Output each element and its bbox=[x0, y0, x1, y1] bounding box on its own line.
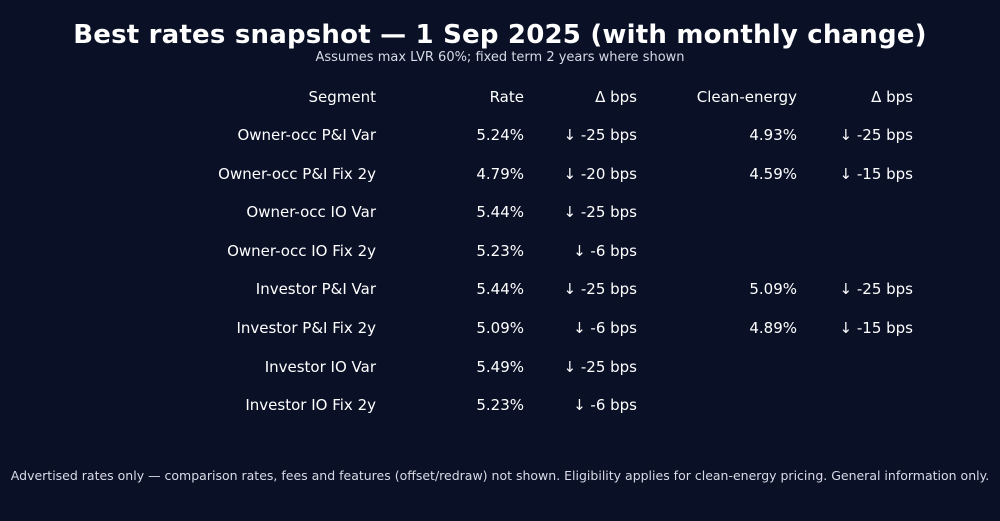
table-cell-rate: 5.23% bbox=[476, 242, 524, 260]
table-cell-rate: 5.44% bbox=[476, 203, 524, 221]
table-cell-rate-delta: ↓ -6 bps bbox=[573, 242, 637, 260]
column-header-clean-energy-delta: Δ bps bbox=[871, 88, 913, 106]
chart-subtitle: Assumes max LVR 60%; fixed term 2 years … bbox=[315, 50, 685, 65]
table-cell-clean-energy-delta: ↓ -15 bps bbox=[839, 165, 913, 183]
table-cell-rate: 5.44% bbox=[476, 280, 524, 298]
table-cell-rate-delta: ↓ -25 bps bbox=[563, 280, 637, 298]
table-cell-segment: Investor P&I Fix 2y bbox=[236, 319, 376, 337]
chart-title: Best rates snapshot — 1 Sep 2025 (with m… bbox=[73, 20, 927, 50]
footnote: Advertised rates only — comparison rates… bbox=[10, 468, 990, 483]
table-cell-rate: 5.24% bbox=[476, 126, 524, 144]
table-cell-segment: Owner-occ P&I Var bbox=[237, 126, 376, 144]
table-cell-clean-energy: 4.59% bbox=[749, 165, 797, 183]
table-cell-rate-delta: ↓ -20 bps bbox=[563, 165, 637, 183]
table-cell-segment: Owner-occ IO Fix 2y bbox=[227, 242, 376, 260]
table-cell-clean-energy-delta: ↓ -15 bps bbox=[839, 319, 913, 337]
table-cell-segment: Investor IO Fix 2y bbox=[245, 396, 376, 414]
table-cell-rate: 4.79% bbox=[476, 165, 524, 183]
table-cell-clean-energy: 4.89% bbox=[749, 319, 797, 337]
table-cell-clean-energy: 5.09% bbox=[749, 280, 797, 298]
table-cell-rate: 5.09% bbox=[476, 319, 524, 337]
table-cell-rate-delta: ↓ -25 bps bbox=[563, 358, 637, 376]
table-cell-rate-delta: ↓ -25 bps bbox=[563, 126, 637, 144]
table-cell-segment: Investor IO Var bbox=[264, 358, 376, 376]
table-cell-clean-energy-delta: ↓ -25 bps bbox=[839, 280, 913, 298]
table-cell-rate-delta: ↓ -6 bps bbox=[573, 319, 637, 337]
column-header-rate: Rate bbox=[489, 88, 524, 106]
table-cell-segment: Investor P&I Var bbox=[255, 280, 376, 298]
column-header-rate-delta: Δ bps bbox=[595, 88, 637, 106]
table-cell-rate-delta: ↓ -6 bps bbox=[573, 396, 637, 414]
table-cell-rate: 5.49% bbox=[476, 358, 524, 376]
table-cell-rate: 5.23% bbox=[476, 396, 524, 414]
table-cell-segment: Owner-occ IO Var bbox=[246, 203, 376, 221]
column-header-clean-energy: Clean-energy bbox=[696, 88, 797, 106]
table-cell-rate-delta: ↓ -25 bps bbox=[563, 203, 637, 221]
table-cell-clean-energy-delta: ↓ -25 bps bbox=[839, 126, 913, 144]
column-header-segment: Segment bbox=[308, 88, 377, 106]
table-cell-clean-energy: 4.93% bbox=[749, 126, 797, 144]
table-cell-segment: Owner-occ P&I Fix 2y bbox=[218, 165, 376, 183]
